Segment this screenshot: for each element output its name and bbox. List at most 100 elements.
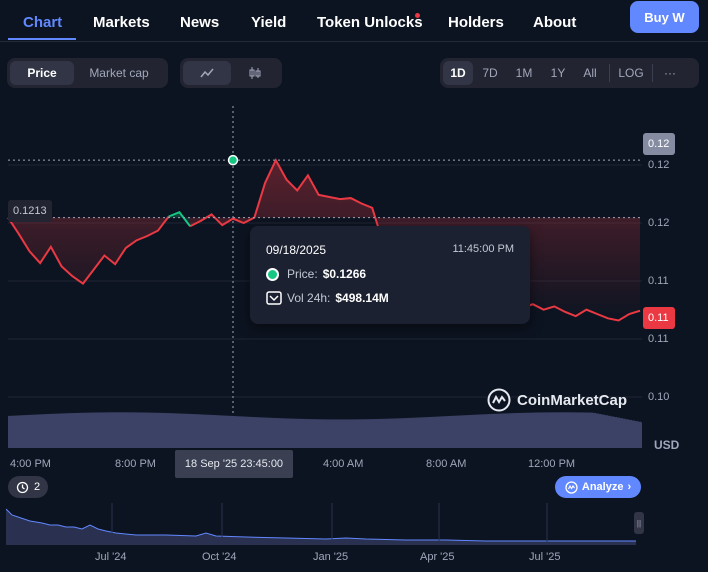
tooltip-price-row: Price: $0.1266 xyxy=(266,267,366,281)
price-toggle[interactable]: Price xyxy=(10,61,74,85)
volume-bar xyxy=(344,419,347,448)
volume-bar xyxy=(206,414,209,448)
volume-bar xyxy=(521,412,524,448)
volume-bar xyxy=(338,419,341,448)
volume-bar xyxy=(170,413,173,448)
market-cap-toggle[interactable]: Market cap xyxy=(89,66,149,80)
volume-bar xyxy=(599,414,602,448)
volume-bar xyxy=(632,420,635,448)
current-price-tag: 0.11 xyxy=(643,307,675,329)
tab-about[interactable]: About xyxy=(533,14,577,31)
volume-bar xyxy=(272,417,275,448)
more-options-icon[interactable]: ··· xyxy=(664,66,676,80)
tab-holders[interactable]: Holders xyxy=(448,14,504,31)
range-7d[interactable]: 7D xyxy=(482,66,498,80)
volume-bar xyxy=(305,419,308,448)
range-all[interactable]: All xyxy=(583,66,597,80)
volume-bar xyxy=(245,416,248,448)
candlestick-icon[interactable] xyxy=(231,61,279,85)
volume-bar xyxy=(224,415,227,448)
tooltip-volume-label: Vol 24h: xyxy=(287,291,331,305)
volume-bar xyxy=(140,412,143,448)
volume-bar xyxy=(143,412,146,448)
volume-bar xyxy=(59,413,62,448)
volume-bar xyxy=(500,413,503,448)
volume-bar xyxy=(203,414,206,448)
volume-bar xyxy=(560,412,563,448)
volume-bar xyxy=(35,414,38,448)
tab-token-unlocks[interactable]: Token Unlocks xyxy=(317,14,423,31)
volume-bar xyxy=(380,418,383,448)
price-line-up xyxy=(168,210,191,227)
volume-bar xyxy=(368,419,371,448)
x-tick: 4:00 PM xyxy=(10,458,51,470)
volume-bar xyxy=(221,415,224,448)
volume-bar xyxy=(428,416,431,448)
x-tick: 8:00 AM xyxy=(426,458,467,470)
range-1m[interactable]: 1M xyxy=(515,66,533,80)
tab-markets[interactable]: Markets xyxy=(93,14,150,31)
volume-bar xyxy=(323,419,326,448)
volume-bar xyxy=(194,414,197,448)
volume-bar xyxy=(77,412,80,448)
volume-bar xyxy=(584,412,587,448)
coinmarketcap-watermark: CoinMarketCap xyxy=(487,388,627,412)
volume-bar xyxy=(260,417,263,448)
volume-bar xyxy=(119,412,122,448)
range-divider xyxy=(609,64,610,82)
analyze-button[interactable]: Analyze › xyxy=(555,476,641,498)
volume-bar xyxy=(413,417,416,448)
navigator-handle[interactable]: || xyxy=(634,512,644,534)
volume-bar xyxy=(320,419,323,448)
volume-bar xyxy=(410,417,413,448)
volume-bar xyxy=(620,418,623,448)
tab-news[interactable]: News xyxy=(180,14,220,31)
volume-bar xyxy=(38,414,41,448)
volume-bar xyxy=(176,413,179,448)
volume-bar xyxy=(293,418,296,448)
volume-bar xyxy=(137,412,140,448)
range-1d[interactable]: 1D xyxy=(443,61,473,85)
history-icon xyxy=(16,481,29,493)
volume-bar xyxy=(635,421,638,448)
volume-bar xyxy=(569,412,572,448)
volume-bar xyxy=(164,413,167,448)
volume-bar xyxy=(503,413,506,448)
tab-chart[interactable]: Chart xyxy=(23,14,63,31)
volume-bar xyxy=(239,416,242,448)
tab-yield[interactable]: Yield xyxy=(251,14,287,31)
volume-bar xyxy=(86,412,89,448)
buy-button[interactable]: Buy W xyxy=(630,1,699,33)
volume-bar xyxy=(302,418,305,448)
history-badge[interactable]: 2 xyxy=(8,476,49,498)
line-chart-icon[interactable] xyxy=(183,61,231,85)
volume-bar xyxy=(110,412,113,448)
volume-bar xyxy=(227,415,230,448)
volume-bar xyxy=(617,417,620,448)
volume-bar xyxy=(614,416,617,448)
range-1y[interactable]: 1Y xyxy=(550,66,566,80)
navigator-label: Oct '24 xyxy=(202,551,237,563)
volume-bar xyxy=(8,415,11,448)
volume-bar xyxy=(56,413,59,448)
analyze-label: Analyze xyxy=(581,481,624,493)
volume-bar xyxy=(515,413,518,448)
volume-bar xyxy=(128,412,131,448)
x-tick: 8:00 PM xyxy=(115,458,156,470)
volume-bar xyxy=(167,413,170,448)
volume-bar xyxy=(353,419,356,448)
tooltip-price-value: $0.1266 xyxy=(322,267,367,281)
volume-bar xyxy=(494,413,497,448)
volume-bar xyxy=(290,418,293,448)
volume-bar xyxy=(116,412,119,448)
navigator-chart[interactable] xyxy=(6,503,636,545)
volume-bar xyxy=(236,416,239,448)
volume-bar xyxy=(527,412,530,448)
volume-bar xyxy=(266,417,269,448)
volume-bar xyxy=(518,412,521,448)
volume-bar xyxy=(386,418,389,448)
volume-bar xyxy=(578,412,581,448)
volume-bar xyxy=(134,412,137,448)
price-dot-icon xyxy=(266,267,279,281)
log-toggle[interactable]: LOG xyxy=(618,66,644,80)
